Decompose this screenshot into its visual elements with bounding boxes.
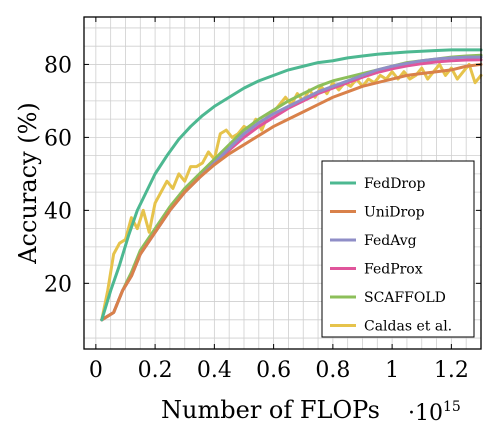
x-tick-label: 1 [385,358,399,383]
y-tick-label: 40 [44,199,72,224]
y-tick-label: 80 [44,53,72,78]
x-tick-label: 0.2 [138,358,173,383]
x-tick-label: 0.8 [315,358,350,383]
legend-label: FedAvg [364,233,417,249]
series-line-unidrop [100,62,483,322]
legend-label: SCAFFOLD [364,290,446,306]
x-scale-multiplier: ·1015 [408,399,461,426]
y-tick-label: 60 [44,126,72,151]
x-scale-base: ·10 [408,401,443,426]
x-tick-label: 0.6 [256,358,291,383]
x-tick-label: 0.4 [197,358,232,383]
legend-label: Caldas et al. [364,319,452,335]
y-axis-label: Accuracy (%) [14,102,42,265]
plot-frame [83,16,482,350]
x-tick-label: 1.2 [434,358,469,383]
series-lines [100,48,483,322]
y-tick-label: 20 [44,272,72,297]
legend-label: UniDrop [364,205,425,221]
legend-label: FedDrop [364,176,426,192]
axis-ticks: 0 0.2 0.4 0.6 0.8 1 1.2 20 40 60 80 [44,17,481,383]
series-line-feddrop [100,48,483,322]
x-tick-label: 0 [89,358,103,383]
x-scale-exponent: 15 [443,399,461,415]
legend: FedDrop UniDrop FedAvg FedProx SCAFFOLD Calda… [321,160,475,338]
legend-label: FedProx [364,262,423,278]
legend-box [321,160,475,338]
x-axis-label: Number of FLOPs [161,396,380,424]
